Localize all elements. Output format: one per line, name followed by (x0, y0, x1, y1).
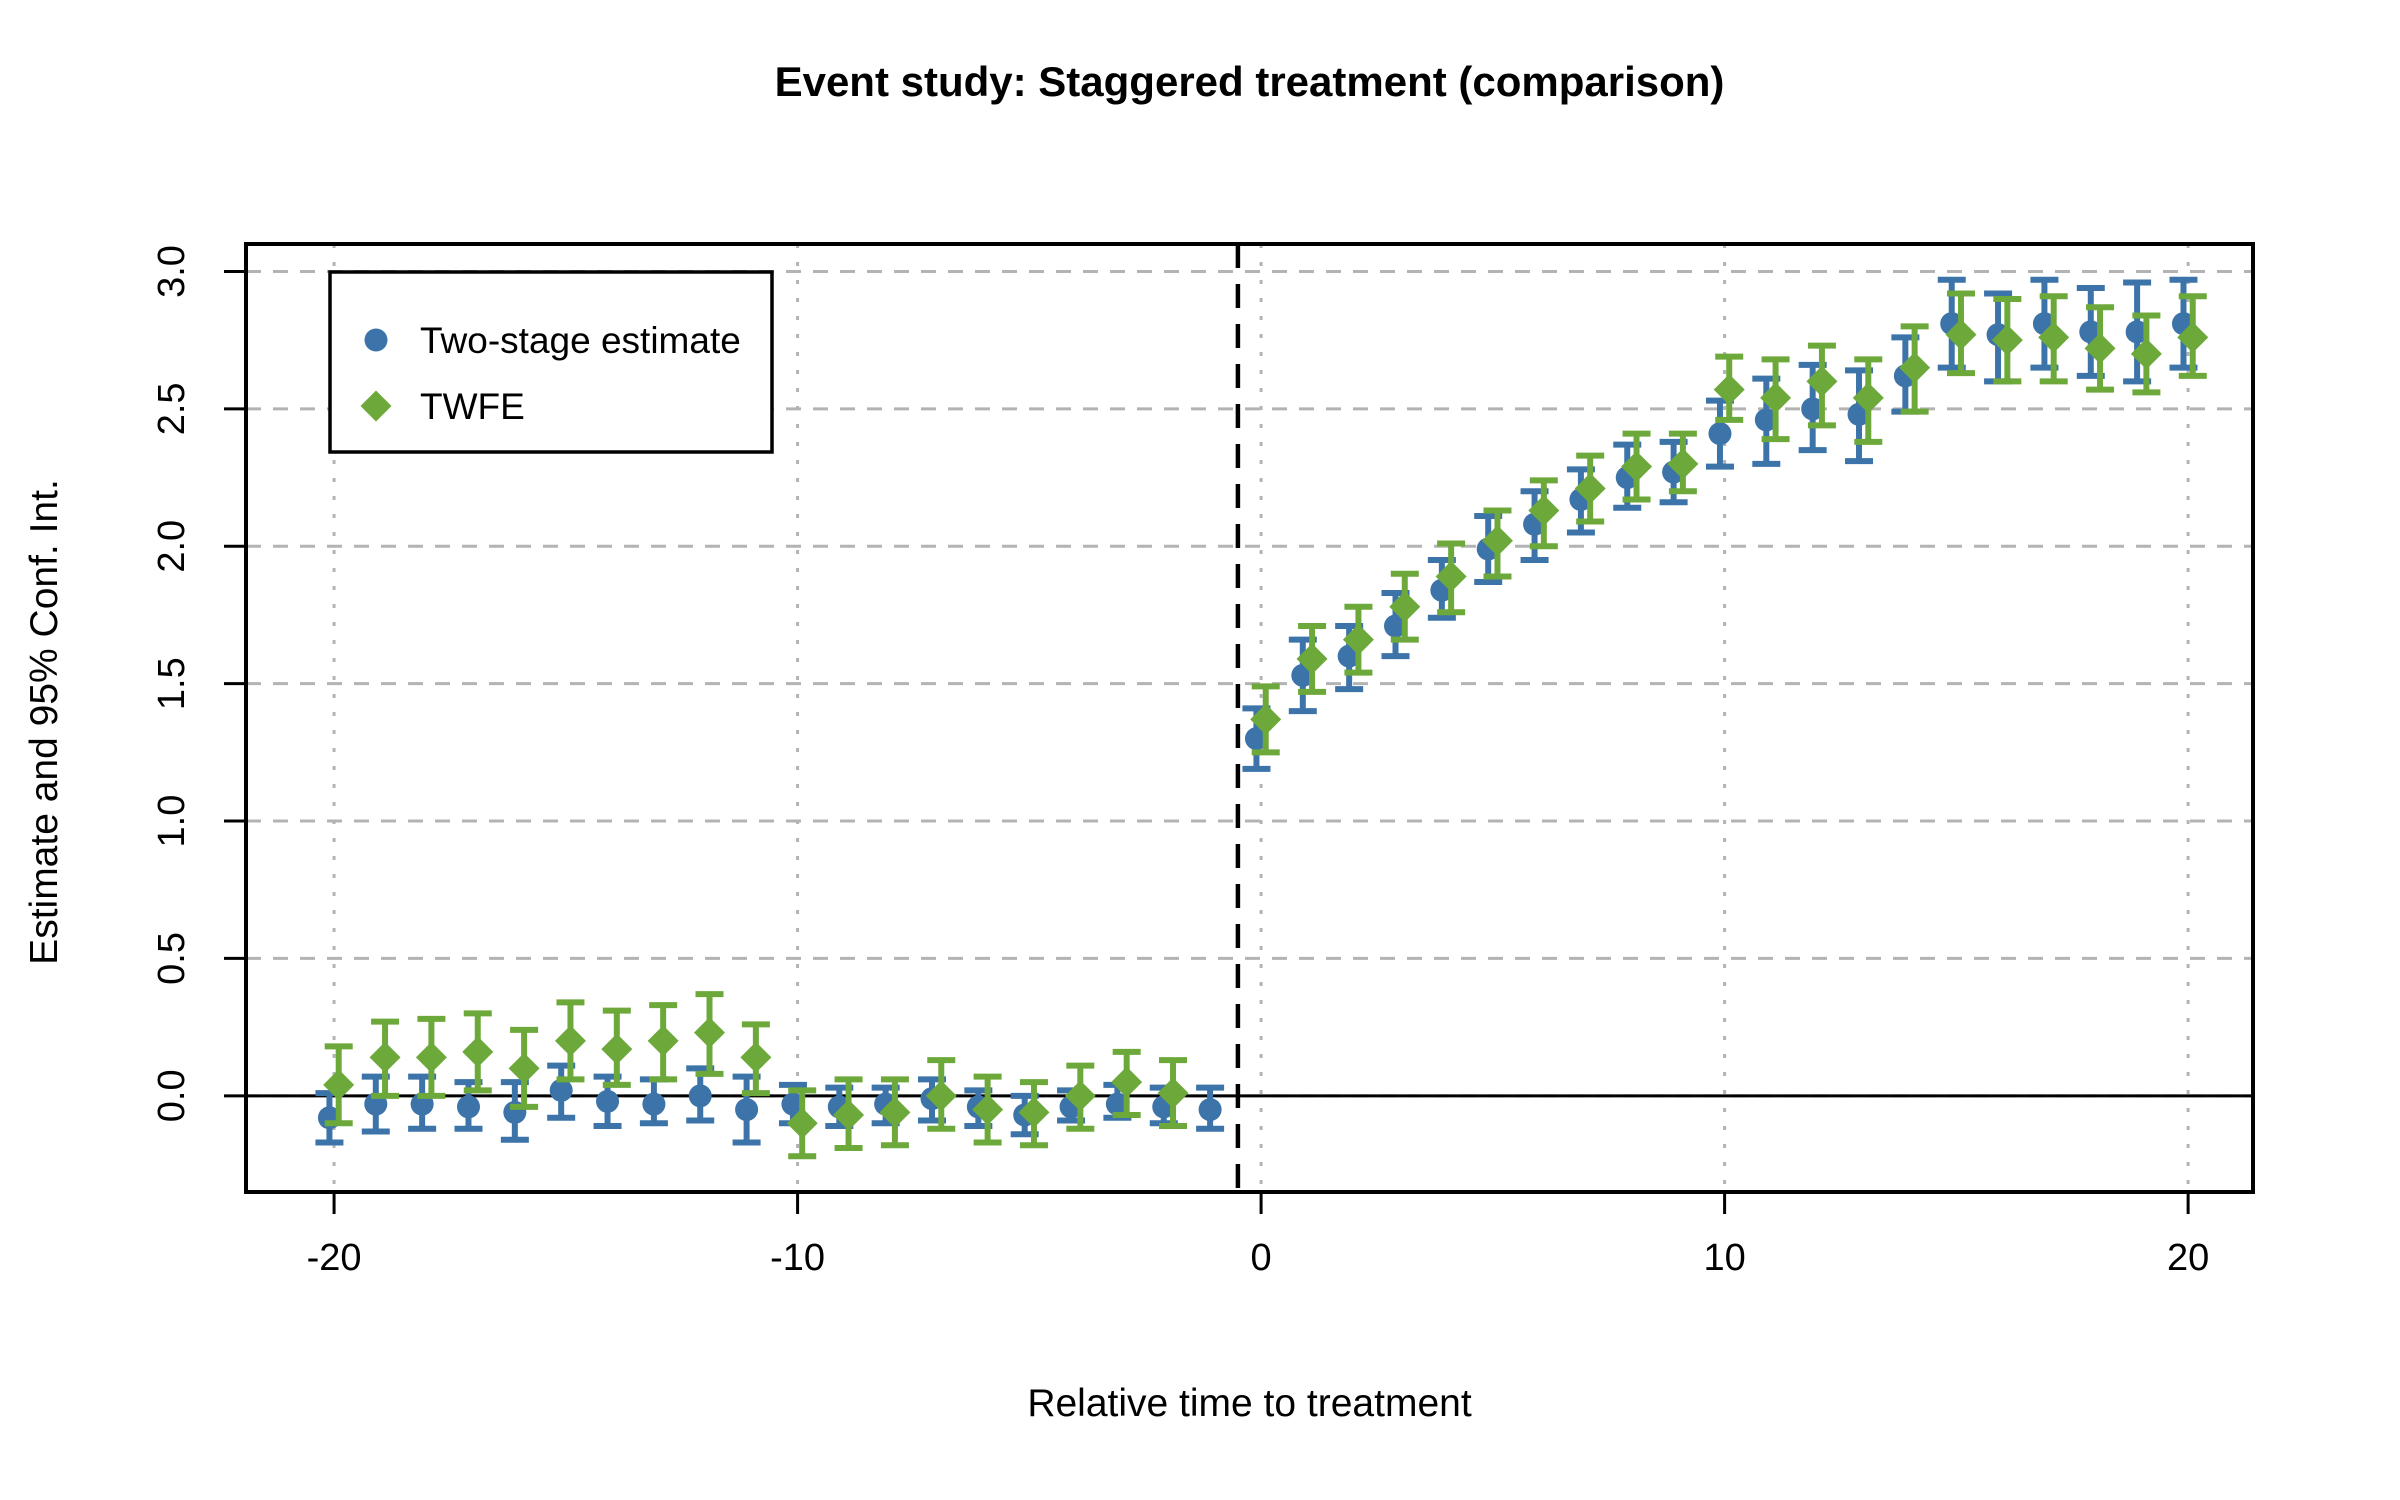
marker-twfe-t0 (1250, 703, 1282, 735)
marker-twfe-t19 (2130, 338, 2162, 370)
marker-twfe-t-7 (925, 1080, 957, 1112)
marker-two-stage-t-12 (688, 1084, 712, 1108)
x-tick-label-10: 10 (1703, 1237, 1745, 1279)
chart-title: Event study: Staggered treatment (compar… (774, 58, 1725, 105)
marker-two-stage-t-14 (596, 1089, 620, 1113)
legend-label-twfe: TWFE (420, 386, 525, 427)
y-tick-label-0: 0.0 (151, 1069, 193, 1122)
marker-twfe-t9 (1667, 448, 1699, 480)
marker-two-stage-t-15 (549, 1078, 573, 1102)
x-axis-title: Relative time to treatment (1027, 1382, 1472, 1425)
legend-diamond-icon (360, 390, 392, 422)
x-tick-label-20: 20 (2167, 1237, 2209, 1279)
marker-twfe-t1 (1296, 643, 1328, 675)
marker-twfe-t-11 (740, 1041, 772, 1073)
y-tick-label-1: 1.0 (151, 795, 193, 848)
marker-twfe-t2 (1342, 624, 1374, 656)
marker-two-stage-t0 (1244, 727, 1268, 751)
marker-twfe-t17 (2038, 321, 2070, 353)
marker-two-stage-t19 (2125, 320, 2149, 344)
marker-two-stage-t11 (1754, 408, 1778, 432)
marker-two-stage-t12 (1801, 397, 1825, 421)
marker-twfe-t20 (2177, 321, 2209, 353)
x-tick-label-0: 0 (1251, 1237, 1272, 1279)
marker-two-stage-t-1 (1198, 1098, 1222, 1122)
marker-twfe-t3 (1389, 591, 1421, 623)
marker-twfe-t-6 (972, 1094, 1004, 1126)
y-tick-label-2.5: 2.5 (151, 382, 193, 435)
marker-twfe-t-20 (323, 1069, 355, 1101)
marker-twfe-t8 (1621, 451, 1653, 483)
marker-twfe-t14 (1899, 352, 1931, 384)
marker-twfe-t-18 (415, 1041, 447, 1073)
marker-twfe-t15 (1945, 319, 1977, 351)
legend-box (328, 270, 774, 454)
marker-twfe-t-15 (554, 1025, 586, 1057)
x-tick-label--10: -10 (770, 1237, 825, 1279)
marker-twfe-t-19 (369, 1041, 401, 1073)
marker-twfe-t-16 (508, 1052, 540, 1084)
marker-two-stage-t10 (1708, 422, 1732, 446)
y-axis-title: Estimate and 95% Conf. Int. (23, 479, 66, 965)
y-tick-label-2: 2.0 (151, 520, 193, 573)
marker-twfe-t7 (1574, 473, 1606, 505)
marker-twfe-t12 (1806, 365, 1838, 397)
marker-twfe-t18 (2084, 332, 2116, 364)
marker-twfe-t5 (1481, 525, 1513, 557)
marker-twfe-t-14 (601, 1033, 633, 1065)
y-tick-label-0.5: 0.5 (151, 932, 193, 985)
marker-twfe-t-2 (1157, 1077, 1189, 1109)
marker-twfe-t-12 (694, 1017, 726, 1049)
marker-twfe-t-10 (786, 1107, 818, 1139)
marker-twfe-t4 (1435, 560, 1467, 592)
marker-twfe-t6 (1528, 495, 1560, 527)
marker-twfe-t-13 (647, 1025, 679, 1057)
marker-twfe-t13 (1852, 382, 1884, 414)
marker-two-stage-t-10 (781, 1092, 805, 1116)
marker-twfe-t-4 (1064, 1080, 1096, 1112)
y-tick-label-3: 3.0 (151, 245, 193, 298)
marker-twfe-t16 (1991, 324, 2023, 356)
marker-twfe-t-17 (462, 1036, 494, 1068)
legend-label-two-stage: Two-stage estimate (420, 320, 741, 361)
marker-twfe-t-3 (1111, 1066, 1143, 1098)
marker-twfe-t10 (1713, 374, 1745, 406)
legend-circle-icon (364, 328, 388, 352)
marker-twfe-t-9 (833, 1099, 865, 1131)
plot-border (244, 242, 2255, 1194)
marker-two-stage-t-3 (1105, 1092, 1129, 1116)
marker-twfe-t11 (1760, 382, 1792, 414)
marker-twfe-t-5 (1018, 1096, 1050, 1128)
marker-two-stage-t3 (1384, 614, 1408, 638)
x-tick-label--20: -20 (307, 1237, 362, 1279)
marker-two-stage-t-17 (456, 1095, 480, 1119)
marker-two-stage-t-13 (642, 1092, 666, 1116)
y-tick-label-1.5: 1.5 (151, 657, 193, 710)
marker-two-stage-t-11 (735, 1098, 759, 1122)
marker-twfe-t-8 (879, 1096, 911, 1128)
